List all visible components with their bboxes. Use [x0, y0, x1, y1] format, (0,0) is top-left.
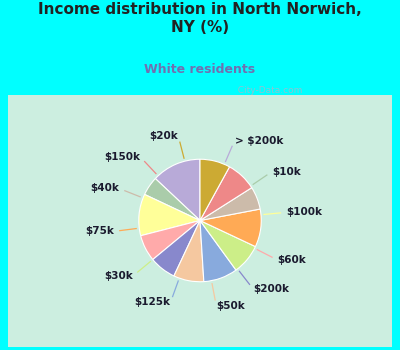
Text: $30k: $30k: [104, 271, 133, 281]
Text: $150k: $150k: [104, 152, 140, 162]
Wedge shape: [155, 159, 200, 220]
Text: $20k: $20k: [150, 131, 178, 141]
Wedge shape: [200, 188, 260, 220]
Wedge shape: [144, 178, 200, 220]
Wedge shape: [200, 159, 230, 220]
Wedge shape: [153, 220, 200, 276]
Text: City-Data.com: City-Data.com: [232, 86, 302, 95]
Text: Income distribution in North Norwich,
NY (%): Income distribution in North Norwich, NY…: [38, 2, 362, 35]
Wedge shape: [139, 194, 200, 236]
Text: > $200k: > $200k: [234, 136, 283, 146]
Wedge shape: [141, 220, 200, 260]
Text: $40k: $40k: [90, 183, 119, 194]
Text: $10k: $10k: [272, 167, 301, 177]
Text: $125k: $125k: [134, 298, 170, 307]
Wedge shape: [200, 220, 256, 270]
Text: $200k: $200k: [253, 284, 289, 294]
Wedge shape: [200, 167, 252, 220]
Text: $75k: $75k: [85, 226, 114, 236]
Wedge shape: [174, 220, 204, 282]
Text: $60k: $60k: [278, 255, 306, 265]
Wedge shape: [200, 209, 261, 247]
Wedge shape: [200, 220, 236, 282]
Text: $50k: $50k: [216, 301, 245, 311]
Text: White residents: White residents: [144, 63, 256, 76]
FancyBboxPatch shape: [8, 94, 392, 346]
Text: $100k: $100k: [286, 207, 322, 217]
